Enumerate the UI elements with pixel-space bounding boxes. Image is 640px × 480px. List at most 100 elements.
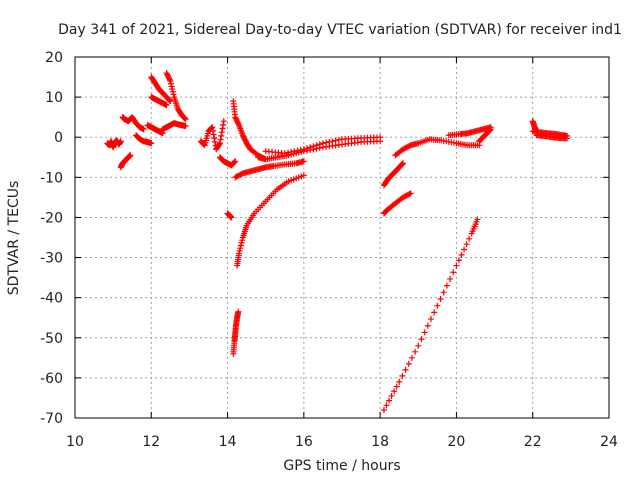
data-point-marker: [313, 142, 320, 149]
series-arc-g: [148, 94, 170, 109]
data-point-marker: [117, 138, 124, 145]
data-point-marker: [398, 161, 405, 168]
data-point-marker: [335, 136, 342, 143]
x-tick-label: 16: [295, 434, 313, 450]
data-point-marker: [211, 138, 218, 145]
data-point-marker: [208, 124, 215, 131]
series-arc-v: [380, 216, 481, 413]
data-point-marker: [241, 134, 248, 141]
data-point-marker: [421, 329, 428, 336]
data-point-marker: [455, 257, 462, 264]
data-point-marker: [166, 75, 173, 82]
data-point-marker: [237, 245, 244, 252]
data-point-marker: [236, 250, 243, 257]
data-point-marker: [399, 372, 406, 379]
data-point-marker: [474, 216, 481, 223]
data-point-marker: [228, 214, 235, 221]
data-point-marker: [407, 190, 414, 197]
data-point-marker: [219, 125, 226, 132]
y-tick-label: 20: [45, 50, 63, 66]
x-tick-label: 22: [524, 434, 542, 450]
data-point-marker: [304, 145, 311, 152]
series-arc-x: [476, 126, 494, 145]
data-point-marker: [241, 136, 248, 143]
data-point-marker: [396, 378, 403, 385]
data-point-marker: [232, 158, 239, 165]
series-arc-h: [163, 70, 189, 123]
axis-ticks: 10 12 14 16 18 20 22 24 -70 -60 -50 -40 -30 -20 -10 0 10…: [40, 50, 618, 450]
data-point-marker: [386, 397, 393, 404]
series-arc-j: [197, 118, 227, 153]
data-point-marker: [487, 126, 494, 133]
data-point-marker: [388, 392, 395, 399]
series-arc-w: [445, 124, 494, 139]
series-arc-q: [230, 308, 242, 357]
data-point-marker: [182, 122, 189, 129]
y-tick-label: -50: [40, 331, 63, 347]
data-point-marker: [218, 132, 225, 139]
data-point-marker: [164, 72, 171, 79]
series-arc-n: [255, 138, 384, 163]
x-tick-label: 24: [600, 434, 618, 450]
plot-frame: [74, 56, 610, 419]
data-point-marker: [418, 336, 425, 343]
data-point-marker: [291, 148, 298, 155]
x-tick-label: 14: [219, 434, 237, 450]
data-point-marker: [166, 76, 173, 83]
data-point-marker: [294, 147, 301, 154]
data-point-marker: [209, 127, 216, 134]
data-point-marker: [329, 138, 336, 145]
data-point-marker: [169, 88, 176, 95]
data-point-marker: [431, 309, 438, 316]
data-point-marker: [307, 144, 314, 151]
data-point-marker: [167, 78, 174, 85]
data-point-marker: [234, 118, 241, 125]
series-arc-e: [144, 122, 166, 137]
data-point-marker: [239, 132, 246, 139]
data-points: [104, 70, 571, 413]
data-point-marker: [400, 160, 407, 167]
series-arc-a: [104, 137, 124, 151]
data-point-marker: [284, 149, 291, 156]
data-point-marker: [310, 143, 317, 150]
data-point-marker: [383, 402, 390, 409]
data-point-marker: [437, 296, 444, 303]
data-point-marker: [402, 366, 409, 373]
data-point-marker: [288, 148, 295, 155]
y-tick-label: 0: [54, 130, 63, 146]
series-arc-t: [380, 190, 414, 217]
series-arc-p: [224, 210, 235, 221]
series-arc-c: [119, 114, 147, 133]
data-point-marker: [217, 136, 224, 143]
y-tick-label: -10: [40, 170, 63, 186]
data-point-marker: [167, 80, 174, 87]
series-arc-b: [117, 152, 134, 171]
data-point-marker: [236, 247, 243, 254]
data-point-marker: [218, 129, 225, 136]
series-arc-f: [148, 74, 174, 105]
data-point-marker: [234, 119, 241, 126]
data-point-marker: [240, 133, 247, 140]
data-point-marker: [447, 275, 454, 282]
data-point-marker: [405, 360, 412, 367]
data-point-marker: [461, 246, 468, 253]
data-point-marker: [319, 140, 326, 147]
data-point-marker: [140, 126, 147, 133]
data-point-marker: [440, 289, 447, 296]
data-point-marker: [428, 316, 434, 323]
data-point-marker: [377, 134, 384, 141]
y-tick-label: -30: [40, 251, 63, 267]
data-point-marker: [453, 262, 460, 269]
data-point-marker: [391, 388, 398, 395]
data-point-marker: [281, 150, 288, 157]
series-arc-k: [216, 154, 239, 169]
y-tick-label: -40: [40, 291, 63, 307]
data-point-marker: [169, 86, 176, 93]
data-point-marker: [463, 241, 470, 248]
data-point-marker: [297, 146, 304, 153]
x-tick-label: 18: [371, 434, 389, 450]
data-point-marker: [148, 140, 155, 147]
data-point-marker: [166, 96, 173, 103]
series-arc-r: [234, 172, 307, 269]
